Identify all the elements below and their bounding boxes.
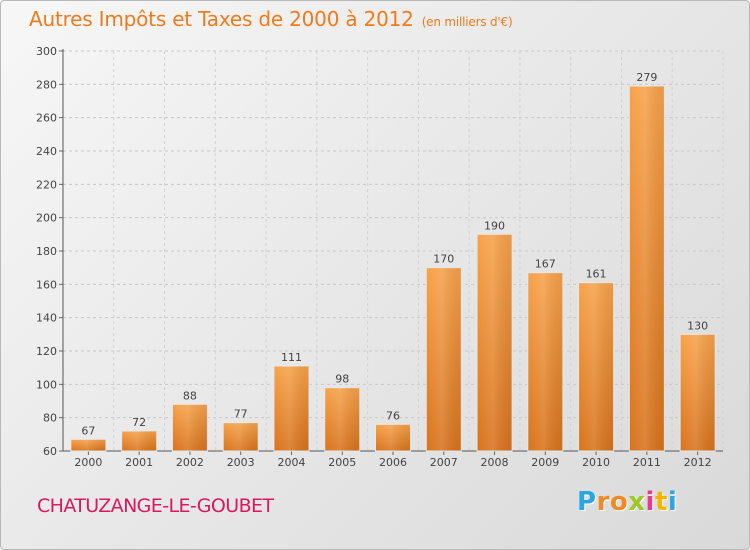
chart-unit-label: (en milliers d'€) bbox=[421, 15, 513, 29]
logo-letter: i bbox=[645, 487, 655, 517]
bar-shine bbox=[527, 272, 563, 451]
bar-shine bbox=[324, 387, 360, 451]
x-tick-label: 2012 bbox=[684, 456, 712, 469]
x-tick-label: 2004 bbox=[277, 456, 305, 469]
y-tick-label: 100 bbox=[36, 378, 57, 391]
bar-shine bbox=[172, 404, 208, 451]
chart-title: Autres Impôts et Taxes de 2000 à 2012 (en… bbox=[29, 7, 513, 31]
bar-shine bbox=[223, 422, 259, 451]
bar-value-label: 88 bbox=[183, 389, 197, 402]
commune-name: CHATUZANGE-LE-GOUBET bbox=[37, 495, 274, 517]
x-tick-label: 2001 bbox=[125, 456, 153, 469]
y-tick-label: 200 bbox=[36, 212, 57, 225]
x-tick-label: 2007 bbox=[430, 456, 458, 469]
bar-shine bbox=[121, 431, 157, 451]
x-tick-label: 2002 bbox=[176, 456, 204, 469]
x-tick-label: 2010 bbox=[582, 456, 610, 469]
x-tick-label: 2009 bbox=[531, 456, 559, 469]
bar-value-label: 67 bbox=[81, 424, 95, 437]
y-tick-label: 300 bbox=[36, 45, 57, 58]
bar-value-label: 111 bbox=[281, 351, 302, 364]
bar-value-label: 76 bbox=[386, 409, 400, 422]
y-tick-label: 160 bbox=[36, 278, 57, 291]
proxiti-logo: Proxiti bbox=[577, 487, 677, 517]
bar-shine bbox=[273, 366, 309, 451]
bar-value-label: 72 bbox=[132, 416, 146, 429]
bar-value-label: 167 bbox=[535, 258, 556, 271]
y-tick-label: 260 bbox=[36, 112, 57, 125]
bar-shine bbox=[70, 439, 106, 451]
y-tick-label: 240 bbox=[36, 145, 57, 158]
logo-letter: x bbox=[628, 487, 646, 517]
bar-shine bbox=[629, 86, 665, 451]
bar-value-label: 190 bbox=[484, 219, 505, 232]
bar-shine bbox=[680, 334, 716, 451]
y-tick-label: 60 bbox=[43, 445, 57, 458]
logo-letter: o bbox=[609, 487, 629, 517]
x-tick-label: 2000 bbox=[74, 456, 102, 469]
bar-value-label: 279 bbox=[636, 71, 657, 84]
axes bbox=[59, 49, 723, 455]
labels: 60 80 100 120 140 160 180 200 220 240 260 280 300 67 2… bbox=[36, 45, 712, 469]
y-tick-label: 140 bbox=[36, 312, 57, 325]
chart-title-text: Autres Impôts et Taxes de 2000 à 2012 bbox=[29, 7, 414, 31]
y-tick-label: 180 bbox=[36, 245, 57, 258]
gridlines bbox=[62, 50, 724, 451]
x-tick-label: 2008 bbox=[481, 456, 509, 469]
logo-letter: t bbox=[654, 487, 668, 517]
bar-shine bbox=[375, 424, 411, 451]
logo-letter: i bbox=[667, 487, 678, 517]
y-tick-label: 220 bbox=[36, 178, 57, 191]
bars bbox=[70, 85, 716, 452]
bar-value-label: 98 bbox=[335, 373, 349, 386]
bar-value-label: 130 bbox=[687, 319, 708, 332]
x-tick-label: 2003 bbox=[227, 456, 255, 469]
y-tick-label: 120 bbox=[36, 345, 57, 358]
logo-letter: r bbox=[596, 487, 610, 517]
y-tick-label: 280 bbox=[36, 78, 57, 91]
bar-shine bbox=[578, 282, 614, 451]
bar-shine bbox=[426, 267, 462, 451]
x-tick-label: 2005 bbox=[328, 456, 356, 469]
bar-shine bbox=[477, 234, 513, 451]
logo-letter: P bbox=[577, 487, 597, 517]
x-tick-label: 2006 bbox=[379, 456, 407, 469]
y-tick-label: 80 bbox=[43, 412, 57, 425]
bar-value-label: 170 bbox=[433, 253, 454, 266]
bar-value-label: 77 bbox=[234, 408, 248, 421]
bar-value-label: 161 bbox=[586, 268, 607, 281]
x-tick-label: 2011 bbox=[633, 456, 661, 469]
